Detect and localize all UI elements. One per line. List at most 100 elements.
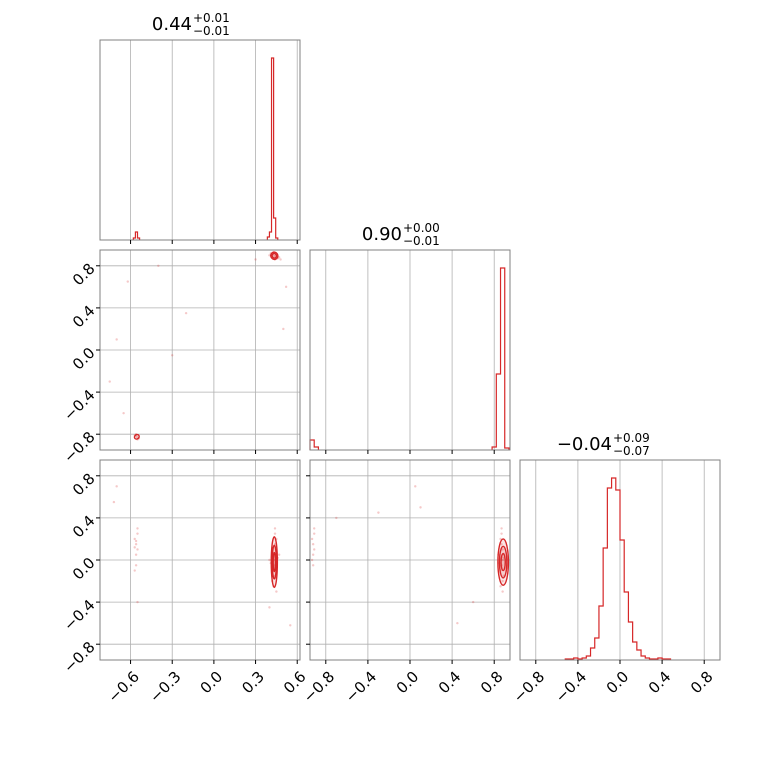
scatter-point — [501, 558, 504, 562]
histogram-param-2 — [564, 477, 672, 660]
scatter-point — [134, 543, 138, 546]
scatter-point — [273, 527, 277, 530]
scatter-point — [136, 527, 139, 530]
scatter-point — [134, 553, 138, 556]
scatter-point — [414, 485, 417, 488]
scatter-point — [268, 254, 271, 257]
y-tick-label: 0.4 — [69, 302, 99, 332]
contour-level — [271, 252, 278, 259]
scatter-point — [377, 511, 380, 514]
x-tick-label: 0.3 — [238, 668, 268, 698]
y-tick-label: −0.8 — [60, 428, 98, 466]
scatter-point — [499, 585, 502, 588]
x-tick-label: 0.4 — [435, 668, 465, 698]
scatter-point — [112, 500, 116, 504]
scatter-point — [126, 280, 129, 283]
scatter-point — [115, 338, 118, 341]
scatter-point — [275, 590, 278, 593]
scatter-point — [273, 532, 277, 535]
scatter-point — [311, 564, 315, 567]
x-tick-label: 0.8 — [687, 668, 717, 698]
x-tick-label: 0.0 — [197, 668, 227, 698]
x-tick-label: 0.8 — [477, 668, 507, 698]
scatter-point — [171, 354, 174, 357]
param-title-minus: −0.07 — [613, 444, 650, 458]
scatter-point — [335, 516, 338, 520]
scatter-point — [311, 553, 315, 556]
scatter-point — [134, 539, 138, 543]
scatter-point — [310, 537, 314, 541]
param-title-value: 0.90 — [362, 224, 402, 245]
scatter-point — [311, 543, 315, 546]
scatter-point — [133, 537, 136, 541]
scatter-point — [133, 569, 136, 572]
scatter-point — [277, 553, 281, 556]
scatter-point — [471, 600, 475, 604]
y-tick-label: −0.4 — [60, 596, 98, 634]
scatter-point — [122, 411, 125, 415]
x-tick-label: −0.8 — [300, 668, 338, 706]
scatter-point — [268, 558, 271, 562]
scatter-point — [157, 264, 160, 267]
scatter-point — [268, 606, 271, 609]
scatter-point — [502, 556, 505, 560]
y-tick-label: −0.4 — [60, 386, 98, 424]
x-tick-label: −0.6 — [104, 668, 142, 706]
scatter-point — [254, 258, 257, 261]
y-tick-label: 0.8 — [69, 260, 99, 290]
contour-level — [500, 552, 506, 572]
scatter-point — [136, 548, 139, 551]
y-tick-label: 0.0 — [69, 344, 99, 374]
scatter-point — [456, 621, 459, 625]
x-tick-label: 0.0 — [603, 668, 633, 698]
scatter-point — [184, 311, 188, 315]
param-title-minus: −0.01 — [193, 24, 230, 38]
scatter-point — [277, 256, 281, 259]
scatter-point — [289, 624, 292, 627]
x-tick-label: −0.3 — [146, 668, 184, 706]
scatter-point — [108, 380, 111, 383]
histogram-param-0 — [132, 57, 279, 240]
scatter-point — [279, 258, 282, 261]
contour-level — [272, 551, 277, 573]
scatter-point — [500, 543, 503, 546]
scatter-point — [134, 564, 138, 567]
scatter-point — [313, 548, 316, 551]
x-tick-label: 0.0 — [393, 668, 423, 698]
scatter-point — [500, 527, 503, 530]
scatter-point — [136, 532, 139, 535]
scatter-point — [501, 548, 504, 551]
scatter-point — [419, 506, 422, 509]
y-tick-label: 0.4 — [69, 512, 99, 542]
param-title-plus: +0.00 — [403, 221, 440, 235]
param-title-minus: −0.01 — [403, 234, 440, 248]
x-tick-label: −0.4 — [552, 668, 590, 706]
scatter-point — [501, 579, 504, 583]
scatter-point — [284, 285, 288, 289]
x-tick-label: 0.4 — [645, 668, 675, 698]
scatter-point — [136, 600, 139, 604]
y-tick-label: 0.8 — [69, 470, 99, 500]
contour-level — [133, 433, 140, 440]
param-title-plus: +0.01 — [193, 11, 230, 25]
scatter-point — [282, 327, 285, 331]
x-tick-label: −0.8 — [510, 668, 548, 706]
scatter-point — [115, 485, 118, 488]
y-tick-label: −0.8 — [60, 638, 98, 676]
panel-frame — [99, 39, 301, 241]
y-tick-label: 0.0 — [69, 554, 99, 584]
histogram-param-1 — [309, 267, 510, 450]
param-title-value: −0.04 — [557, 434, 612, 455]
scatter-point — [500, 532, 503, 535]
contour-level — [498, 545, 508, 579]
param-title-plus: +0.09 — [613, 431, 650, 445]
param-title-value: 0.44 — [152, 14, 192, 35]
scatter-point — [310, 558, 314, 562]
scatter-point — [133, 546, 136, 549]
x-tick-label: −0.4 — [342, 668, 380, 706]
scatter-point — [501, 590, 504, 593]
scatter-point — [313, 532, 316, 535]
scatter-point — [313, 527, 316, 530]
